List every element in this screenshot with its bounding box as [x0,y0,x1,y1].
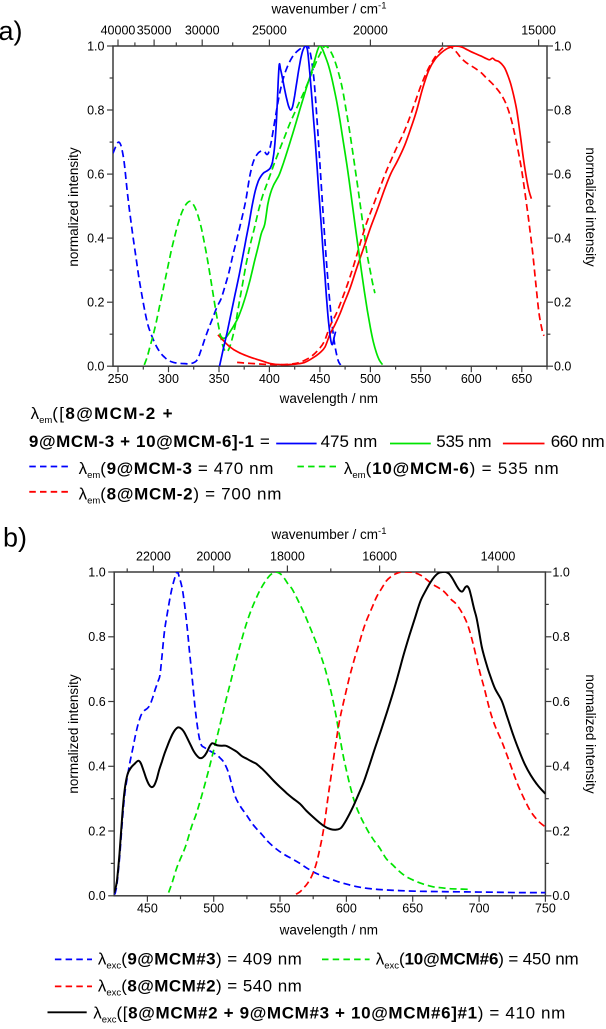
svg-text:λexc​(9@MCM#3) = 409 nm: λexc​(9@MCM#3) = 409 nm [98,949,302,971]
svg-text:535 nm: 535 nm [436,432,491,451]
svg-text:14000: 14000 [481,550,516,564]
svg-text:40000: 40000 [101,24,136,38]
svg-text:750: 750 [535,902,556,916]
svg-text:450: 450 [137,902,158,916]
svg-text:660 nm: 660 nm [551,432,605,451]
svg-text:0.6: 0.6 [552,695,569,709]
svg-text:normalized intensity: normalized intensity [66,674,81,794]
svg-text:0.6: 0.6 [554,167,571,181]
svg-text:18000: 18000 [270,550,305,564]
svg-text:1.0: 1.0 [88,565,105,579]
svg-text:1.0: 1.0 [554,39,571,53]
svg-text:λem​(9@MCM-3 = 470 nm: λem​(9@MCM-3 = 470 nm [79,459,274,481]
svg-text:700: 700 [469,902,490,916]
svg-text:0.2: 0.2 [554,296,571,310]
svg-text:16000: 16000 [362,550,397,564]
svg-text:500: 500 [203,902,224,916]
svg-text:b): b) [3,522,27,552]
svg-text:1.0: 1.0 [552,565,569,579]
svg-text:300: 300 [158,372,179,386]
svg-text:22000: 22000 [136,550,171,564]
svg-text:normalized intensity: normalized intensity [66,147,81,267]
svg-text:35000: 35000 [137,24,172,38]
svg-text:500: 500 [360,372,381,386]
svg-text:0.8: 0.8 [552,630,569,644]
svg-text:550: 550 [410,372,431,386]
svg-text:0.0: 0.0 [554,360,571,374]
svg-text:0.2: 0.2 [552,824,569,838]
svg-text:λexc​([8@MCM#2 + 9@MCM#3 + 10@: λexc​([8@MCM#2 + 9@MCM#3 + 10@MCM#6]#1) … [93,1003,566,1024]
svg-text:600: 600 [461,372,482,386]
svg-text:wavenumber / cm-1: wavenumber / cm-1 [271,526,387,542]
svg-text:550: 550 [270,902,291,916]
svg-text:20000: 20000 [196,550,231,564]
svg-text:15000: 15000 [521,24,556,38]
svg-text:0.2: 0.2 [87,296,104,310]
svg-text:λem​([8@MCM-2 +: λem​([8@MCM-2 + [31,404,174,426]
svg-text:0.8: 0.8 [554,103,571,117]
svg-text:λem​(8@MCM-2) = 700 nm: λem​(8@MCM-2) = 700 nm [79,484,282,506]
svg-text:350: 350 [209,372,230,386]
svg-text:λem​(10@MCM-6) = 535 nm: λem​(10@MCM-6) = 535 nm [344,459,560,481]
svg-text:0.8: 0.8 [88,630,105,644]
svg-text:0.2: 0.2 [88,824,105,838]
svg-text:30000: 30000 [185,24,220,38]
svg-text:450: 450 [309,372,330,386]
svg-text:a): a) [0,16,23,46]
svg-text:0.0: 0.0 [88,889,105,903]
svg-text:0.4: 0.4 [554,231,571,245]
svg-text:0.0: 0.0 [87,360,104,374]
svg-text:wavenumber / cm-1: wavenumber / cm-1 [271,1,387,17]
svg-text:λexc​(10@MCM#6) = 450 nm: λexc​(10@MCM#6) = 450 nm [376,949,579,971]
svg-text:1.0: 1.0 [87,39,104,53]
svg-text:250: 250 [108,372,129,386]
svg-text:25000: 25000 [252,24,287,38]
svg-text:475 nm: 475 nm [321,432,378,451]
svg-text:0.0: 0.0 [552,889,569,903]
svg-text:650: 650 [402,902,423,916]
svg-text:0.8: 0.8 [87,103,104,117]
svg-text:400: 400 [259,372,280,386]
svg-text:0.6: 0.6 [88,695,105,709]
svg-text:600: 600 [336,902,357,916]
svg-text:λexc​(8@MCM#2) = 540 nm: λexc​(8@MCM#2) = 540 nm [98,976,302,998]
svg-text:9@MCM-3 + 10@MCM-6]-1 =: 9@MCM-3 + 10@MCM-6]-1 = [29,432,271,451]
svg-text:normalized intensity: normalized intensity [583,147,598,267]
svg-text:0.6: 0.6 [87,167,104,181]
svg-text:20000: 20000 [353,24,388,38]
svg-text:650: 650 [511,372,532,386]
svg-text:0.4: 0.4 [552,760,569,774]
svg-text:0.4: 0.4 [87,231,104,245]
svg-text:wavelength / nm: wavelength / nm [279,391,378,406]
svg-text:0.4: 0.4 [88,760,105,774]
svg-text:wavelength / nm: wavelength / nm [279,923,378,938]
svg-text:normalized intensity: normalized intensity [583,674,598,794]
